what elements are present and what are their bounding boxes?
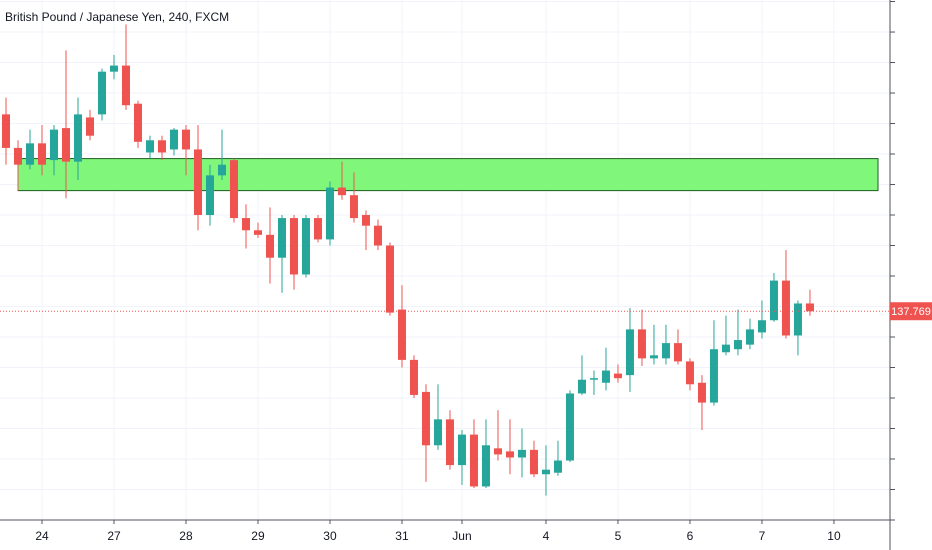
candle-body — [121, 65, 130, 106]
candle-body — [649, 355, 658, 359]
x-tick-label: 24 — [35, 529, 49, 543]
x-tick-label: 4 — [543, 529, 550, 543]
candle-body — [505, 451, 514, 458]
x-tick-label: 27 — [107, 529, 121, 543]
candle-body — [73, 114, 82, 162]
candle-body — [493, 448, 502, 455]
candle-body — [745, 329, 754, 345]
candle-body — [241, 218, 250, 231]
candle-body — [157, 140, 166, 153]
last-price-box — [890, 302, 932, 321]
candle-body — [601, 370, 610, 383]
candle-body — [577, 379, 586, 394]
candle-body — [169, 129, 178, 150]
candle-body — [193, 149, 202, 216]
candle-body — [721, 344, 730, 353]
candle-body — [469, 434, 478, 487]
chart-title: British Pound / Japanese Yen, 240, FXCM — [5, 10, 229, 24]
candle-body — [361, 215, 370, 226]
candle-body — [661, 343, 670, 359]
candle-body — [397, 309, 406, 360]
candle-body — [481, 445, 490, 487]
x-tick-label: 5 — [615, 529, 622, 543]
candle-body — [61, 128, 70, 162]
candle-body — [541, 469, 550, 475]
candle-body — [793, 303, 802, 336]
candle-body — [409, 359, 418, 395]
candle-body — [313, 218, 322, 240]
candle-body — [781, 280, 790, 336]
x-tick-label: 28 — [179, 529, 193, 543]
candle-body — [709, 349, 718, 403]
candle-body — [565, 393, 574, 461]
candle-body — [757, 320, 766, 333]
candle-body — [433, 419, 442, 446]
zone — [17, 158, 879, 192]
x-tick-label: 31 — [395, 529, 409, 543]
candle-body — [85, 117, 94, 136]
candle-body — [385, 245, 394, 313]
candle-body — [685, 361, 694, 385]
candle-body — [37, 143, 46, 165]
candle-body — [697, 382, 706, 403]
candle-body — [589, 378, 598, 380]
candle-body — [25, 143, 34, 165]
candle-body — [205, 175, 214, 216]
candle-body — [325, 187, 334, 240]
candle-body — [349, 195, 358, 219]
x-tick-label: 7 — [759, 529, 766, 543]
candle-body — [13, 147, 22, 165]
candle-body — [181, 129, 190, 150]
candle-body — [49, 129, 58, 161]
candle-body — [229, 160, 238, 219]
candle-body — [733, 340, 742, 350]
candle-body — [373, 225, 382, 246]
candle-body — [553, 460, 562, 473]
candle-body — [277, 218, 286, 258]
candle-body — [637, 329, 646, 359]
candle-body — [805, 303, 814, 312]
candle-body — [673, 343, 682, 362]
candle-body — [613, 373, 622, 379]
x-tick-label: Jun — [452, 529, 471, 543]
candle-body — [625, 329, 634, 376]
candle-body — [289, 218, 298, 275]
candle-body — [145, 140, 154, 153]
candle-body — [301, 218, 310, 275]
candle-body — [445, 419, 454, 466]
x-tick-label: 30 — [323, 529, 337, 543]
candle-body — [109, 65, 118, 72]
candle-body — [337, 187, 346, 196]
candle-body — [517, 449, 526, 458]
candle-body — [265, 234, 274, 258]
x-tick-label: 6 — [687, 529, 694, 543]
candle-body — [457, 434, 466, 466]
candle-body — [529, 449, 538, 475]
candle-body — [1, 114, 10, 148]
last-price-label: 137.769 — [891, 306, 931, 318]
candle-body — [217, 164, 226, 176]
x-tick-label: 29 — [251, 529, 265, 543]
candle-body — [253, 230, 262, 235]
candle-body — [769, 280, 778, 321]
candle-body — [421, 391, 430, 446]
candle-body — [133, 103, 142, 142]
candle-body — [97, 71, 106, 115]
x-tick-label: 10 — [827, 529, 841, 543]
